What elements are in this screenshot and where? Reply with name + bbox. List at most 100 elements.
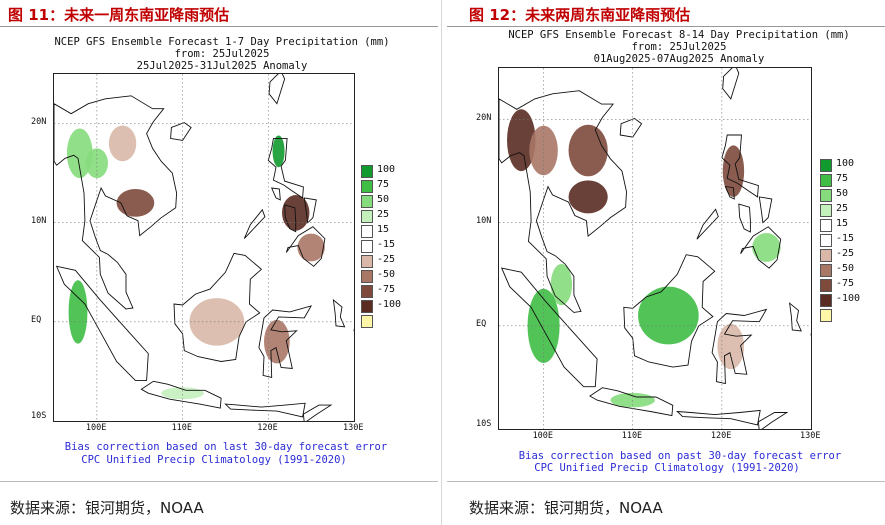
legend-swatch	[820, 204, 832, 217]
legend-swatch	[820, 279, 832, 292]
legend-label: 15	[377, 224, 390, 235]
anomaly-region	[752, 233, 781, 262]
figure-12-panel: 图 12：未来两周东南亚降雨预估 NCEP GFS Ensemble Forec…	[447, 0, 885, 525]
lat-tick-label: 10N	[31, 215, 47, 226]
anomaly-region	[68, 280, 88, 344]
anomaly-region	[529, 125, 558, 176]
anomaly-region	[282, 194, 310, 231]
legend-label: -75	[377, 284, 396, 295]
figure-12-title: 图 12：未来两周东南亚降雨预估	[469, 6, 691, 24]
coastline	[589, 387, 674, 417]
map-period: 01Aug2025-07Aug2025 Anomaly	[593, 53, 765, 65]
coastline	[724, 186, 735, 200]
coastline	[722, 68, 740, 100]
anomaly-region	[717, 323, 745, 370]
coastline	[268, 74, 286, 105]
coastline	[267, 137, 304, 199]
lon-tick-label: 100E	[532, 431, 554, 441]
climatology-note: CPC Unified Precip Climatology (1991-202…	[534, 462, 800, 474]
data-source: 数据来源：银河期货，NOAA	[469, 499, 663, 517]
legend-label: -25	[377, 254, 396, 265]
coastline	[499, 90, 627, 313]
legend-label: -100	[836, 293, 861, 304]
lat-tick-label: 10S	[476, 419, 492, 429]
anomaly-region	[568, 180, 608, 214]
legend-swatch	[361, 315, 373, 328]
title-rule	[447, 26, 885, 27]
legend-label: -15	[377, 239, 396, 250]
coastline	[711, 308, 768, 385]
coastline	[500, 267, 598, 388]
coastline	[676, 409, 761, 426]
coastline	[740, 226, 782, 269]
anomaly-region	[116, 189, 155, 217]
figure-11-panel: 图 11：未来一周东南亚降雨预估 NCEP GFS Ensemble Forec…	[0, 0, 438, 525]
legend-label: -50	[377, 269, 396, 280]
lon-tick-label: 100E	[85, 423, 107, 433]
legend-swatch	[820, 219, 832, 232]
legend-label: -25	[836, 248, 855, 259]
legend-label: 15	[836, 218, 849, 229]
data-source: 数据来源：银河期货，NOAA	[10, 499, 204, 517]
coastline	[270, 187, 281, 201]
lat-tick-label: EQ	[476, 318, 487, 329]
anomaly-region	[550, 263, 573, 306]
coastline	[757, 412, 789, 429]
source-rule	[447, 481, 885, 482]
coastline	[284, 204, 297, 233]
bias-note: Bias correction based on past 30-day for…	[518, 450, 842, 462]
legend-swatch	[820, 249, 832, 262]
map-from-date: from: 25Jul2025	[174, 48, 270, 60]
legend-swatch	[361, 195, 373, 208]
lat-tick-label: 10S	[31, 411, 47, 421]
legend-swatch	[820, 189, 832, 202]
legend-label: 25	[377, 209, 390, 220]
legend-swatch	[820, 159, 832, 172]
lon-tick-label: 120E	[257, 423, 278, 433]
legend-label: -50	[836, 263, 855, 274]
coastline	[170, 122, 192, 141]
legend-label: 50	[377, 194, 390, 205]
source-rule	[0, 481, 438, 482]
lat-tick-label: EQ	[31, 314, 42, 325]
legend-swatch	[820, 309, 832, 322]
legend-label: -75	[836, 278, 855, 289]
map-title: NCEP GFS Ensemble Forecast 1-7 Day Preci…	[54, 36, 390, 48]
anomaly-region	[568, 124, 608, 177]
legend-swatch	[820, 294, 832, 307]
legend-swatch	[361, 255, 373, 268]
climatology-note: CPC Unified Precip Climatology (1991-202…	[81, 454, 347, 466]
legend-swatch	[820, 174, 832, 187]
panel-separator	[441, 0, 442, 525]
coastline	[54, 95, 178, 310]
title-rule	[0, 26, 438, 27]
lon-tick-label: 110E	[621, 431, 643, 441]
coastline	[332, 298, 346, 328]
coastline	[738, 203, 751, 233]
coastline	[758, 196, 773, 224]
coastline	[302, 404, 333, 421]
coastline	[55, 265, 149, 381]
legend-swatch	[820, 264, 832, 277]
legend-swatch	[361, 270, 373, 283]
anomaly-region	[507, 109, 536, 172]
legend-swatch	[820, 234, 832, 247]
map-canvas	[54, 74, 354, 421]
anomaly-region	[638, 286, 699, 345]
coastline	[789, 302, 802, 332]
map-period: 25Jul2025-31Jul2025 Anomaly	[136, 60, 308, 72]
lon-tick-label: 130E	[800, 431, 821, 441]
legend-swatch	[361, 285, 373, 298]
map-canvas	[499, 68, 811, 429]
lat-tick-label: 20N	[476, 112, 492, 123]
coastline	[696, 208, 719, 240]
coastline	[140, 380, 222, 409]
legend-swatch	[361, 165, 373, 178]
figure-11-title: 图 11：未来一周东南亚降雨预估	[8, 6, 230, 24]
legend-label: -15	[836, 233, 855, 244]
lon-tick-label: 110E	[171, 423, 193, 433]
legend-swatch	[361, 240, 373, 253]
bias-note: Bias correction based on last 30-day for…	[64, 441, 388, 453]
coastline	[243, 208, 266, 239]
legend-label: 75	[836, 173, 849, 184]
